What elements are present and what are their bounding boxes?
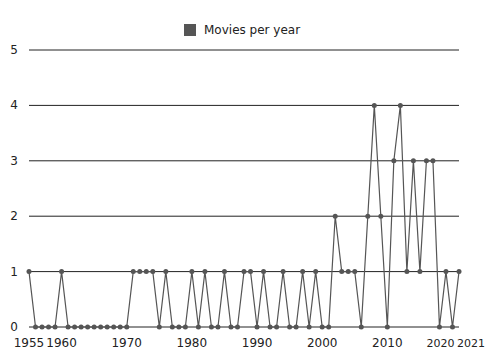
point xyxy=(339,269,344,274)
point xyxy=(372,103,377,108)
point xyxy=(320,325,325,330)
point xyxy=(189,269,194,274)
y-tick-label: 2 xyxy=(10,209,18,223)
point xyxy=(59,269,64,274)
point xyxy=(417,269,422,274)
point xyxy=(443,269,448,274)
y-tick-label: 0 xyxy=(10,320,18,334)
point xyxy=(40,325,45,330)
plot-area xyxy=(27,103,462,330)
point xyxy=(222,269,227,274)
point xyxy=(411,158,416,163)
point xyxy=(137,269,142,274)
point xyxy=(333,214,338,219)
point xyxy=(268,325,273,330)
point xyxy=(274,325,279,330)
point xyxy=(118,325,123,330)
grid-line xyxy=(29,50,459,51)
point xyxy=(79,325,84,330)
point xyxy=(398,103,403,108)
point xyxy=(235,325,240,330)
point xyxy=(111,325,116,330)
grid-line xyxy=(29,216,459,217)
point xyxy=(255,325,260,330)
point xyxy=(144,269,149,274)
point xyxy=(424,158,429,163)
y-tick-label: 1 xyxy=(10,265,18,279)
y-tick-label: 5 xyxy=(10,43,18,57)
point xyxy=(437,325,442,330)
point xyxy=(215,325,220,330)
point xyxy=(72,325,77,330)
point xyxy=(157,325,162,330)
point xyxy=(300,269,305,274)
point xyxy=(404,269,409,274)
y-tick-label: 4 xyxy=(10,98,18,112)
point xyxy=(352,269,357,274)
point xyxy=(150,269,155,274)
legend-label: Movies per year xyxy=(204,23,300,37)
point xyxy=(457,269,462,274)
point xyxy=(170,325,175,330)
point xyxy=(163,269,168,274)
x-tick-label: 1990 xyxy=(242,336,273,350)
point xyxy=(124,325,129,330)
point xyxy=(359,325,364,330)
point xyxy=(196,325,201,330)
x-tick-label: 2010 xyxy=(372,336,403,350)
point xyxy=(209,325,214,330)
point xyxy=(385,325,390,330)
grid-line xyxy=(29,105,459,106)
point xyxy=(242,269,247,274)
point xyxy=(66,325,71,330)
point xyxy=(261,269,266,274)
point xyxy=(287,325,292,330)
point xyxy=(27,269,32,274)
point xyxy=(53,325,58,330)
x-tick-label: 2021 xyxy=(457,337,485,350)
x-tick-label: 1970 xyxy=(111,336,142,350)
point xyxy=(85,325,90,330)
chart: 0 1 2 3 4 5 19551960 1970 1980 1990 2000 2010 202020… xyxy=(0,0,485,364)
legend-swatch xyxy=(184,24,196,36)
line xyxy=(29,105,459,327)
y-tick-label: 3 xyxy=(10,154,18,168)
point xyxy=(378,214,383,219)
point xyxy=(228,325,233,330)
point xyxy=(294,325,299,330)
x-tick-label: 1960 xyxy=(46,336,77,350)
point xyxy=(183,325,188,330)
point xyxy=(391,158,396,163)
point xyxy=(248,269,253,274)
point xyxy=(105,325,110,330)
x-tick-label: 1980 xyxy=(177,336,208,350)
point xyxy=(450,325,455,330)
point xyxy=(46,325,51,330)
point xyxy=(202,269,207,274)
x-tick-label: 1955 xyxy=(14,336,45,350)
point xyxy=(326,325,331,330)
point xyxy=(346,269,351,274)
point xyxy=(92,325,97,330)
point xyxy=(176,325,181,330)
point xyxy=(313,269,318,274)
point xyxy=(430,158,435,163)
x-tick-label: 2000 xyxy=(307,336,338,350)
x-tick-label: 2020 xyxy=(426,337,454,350)
point xyxy=(131,269,136,274)
point xyxy=(98,325,103,330)
point xyxy=(281,269,286,274)
point xyxy=(365,214,370,219)
point xyxy=(307,325,312,330)
point xyxy=(33,325,38,330)
